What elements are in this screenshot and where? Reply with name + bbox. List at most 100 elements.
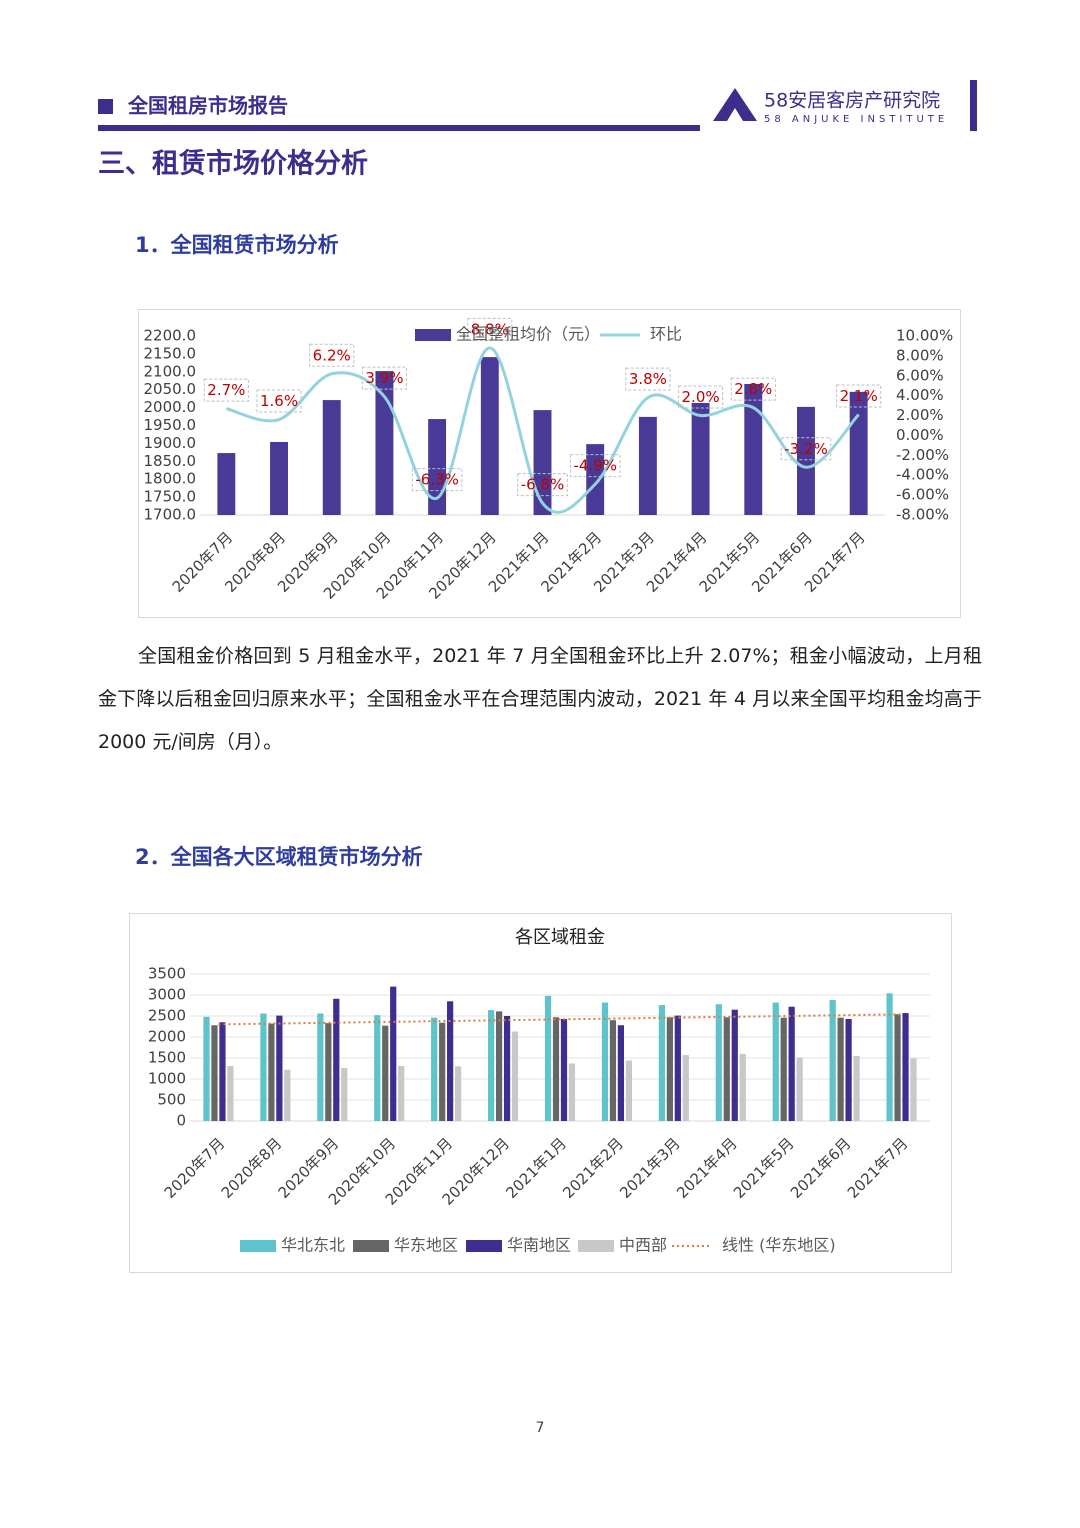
section-title: 三、租赁市场价格分析 xyxy=(98,148,368,180)
legend-swatch xyxy=(578,1240,614,1252)
bar xyxy=(845,1018,852,1121)
subsection-title: 1．全国租赁市场分析 xyxy=(135,233,339,257)
line xyxy=(225,346,860,514)
y-tick-label: 1700.0 xyxy=(144,506,197,524)
bar xyxy=(454,1066,462,1121)
y-tick-label: 3500 xyxy=(148,965,186,983)
y-tick-label: 0 xyxy=(176,1112,186,1130)
chart-title: 各区域租金 xyxy=(515,927,605,948)
y-tick-label: 500 xyxy=(157,1091,186,1109)
x-tick-label: 2021年6月 xyxy=(787,1134,855,1202)
data-label: 2.8% xyxy=(734,380,772,398)
data-label-box xyxy=(730,377,776,401)
bar xyxy=(772,1002,779,1121)
bar xyxy=(586,444,605,515)
y-tick-label: 1950.0 xyxy=(144,416,197,434)
bar xyxy=(480,357,499,515)
y2-tick-label: 0.00% xyxy=(896,426,944,444)
y2-tick-label: -6.00% xyxy=(896,486,949,504)
bar xyxy=(260,1013,267,1121)
bar xyxy=(715,1004,722,1121)
data-label: 2.1% xyxy=(840,387,878,405)
y2-tick-label: 6.00% xyxy=(896,366,944,384)
bar xyxy=(219,1022,226,1121)
legend-swatch xyxy=(466,1240,502,1252)
data-label-box xyxy=(309,343,355,367)
data-label: -3.2% xyxy=(784,440,828,458)
data-label: 3.9% xyxy=(365,369,403,387)
bar xyxy=(503,1016,511,1121)
legend-swatch xyxy=(353,1240,389,1252)
y-tick-label: 2000 xyxy=(148,1028,186,1046)
y2-tick-label: 8.00% xyxy=(896,346,944,364)
bar xyxy=(341,1068,348,1121)
bar xyxy=(375,371,394,515)
y-tick-label: 1000 xyxy=(148,1070,186,1088)
y2-tick-label: 4.00% xyxy=(896,386,944,404)
bar xyxy=(270,441,288,515)
y-tick-label: 3000 xyxy=(148,986,186,1004)
y-tick-label: 2050.0 xyxy=(144,380,197,398)
bar xyxy=(374,1015,381,1121)
bar xyxy=(284,1069,291,1121)
data-label-box xyxy=(467,317,513,341)
bar xyxy=(886,993,893,1121)
x-tick-label: 2020年7月 xyxy=(161,1134,229,1202)
data-label-box xyxy=(780,437,832,461)
bar xyxy=(691,402,710,515)
data-label: 1.6% xyxy=(260,392,298,410)
page-number: 7 xyxy=(536,1420,545,1436)
y-tick-label: 2500 xyxy=(148,1007,186,1025)
y-tick-label: 1900.0 xyxy=(144,434,197,452)
chart-frame xyxy=(129,913,952,1273)
y-tick-label: 2200.0 xyxy=(144,327,197,345)
y2-tick-label: -4.00% xyxy=(896,466,949,484)
bar xyxy=(325,1023,332,1121)
bar xyxy=(674,1015,681,1121)
data-label-box xyxy=(836,384,882,408)
bar xyxy=(211,1025,218,1121)
x-tick-label: 2021年2月 xyxy=(559,1134,627,1202)
bar xyxy=(447,1001,454,1121)
bar xyxy=(533,410,552,515)
legend-label: 华东地区 xyxy=(394,1236,458,1255)
y2-tick-label: 10.00% xyxy=(896,327,953,345)
x-tick-label: 2021年5月 xyxy=(730,1134,798,1202)
bar xyxy=(560,1018,568,1121)
data-label-box xyxy=(517,473,568,497)
bar xyxy=(723,1017,730,1121)
bar xyxy=(428,419,447,515)
legend-swatch xyxy=(415,329,451,341)
legend-label: 线性 (华东地区) xyxy=(722,1236,836,1255)
y-tick-label: 2100.0 xyxy=(144,362,197,380)
legend-label: 中西部 xyxy=(619,1236,667,1255)
bar xyxy=(797,406,815,515)
y-tick-label: 1850.0 xyxy=(144,452,197,470)
bar xyxy=(333,998,340,1121)
data-label: 2.7% xyxy=(207,381,245,399)
data-label: 8.8% xyxy=(471,320,509,338)
y-tick-label: 2000.0 xyxy=(144,398,197,416)
bar xyxy=(894,1014,901,1121)
bar xyxy=(853,1055,860,1121)
data-label: -6.3% xyxy=(415,471,459,489)
bar xyxy=(544,995,552,1121)
bar xyxy=(495,1011,503,1121)
bar xyxy=(601,1002,609,1121)
bar xyxy=(322,400,341,515)
header-square xyxy=(98,99,113,114)
bar xyxy=(638,416,657,515)
bar xyxy=(317,1013,324,1121)
legend-label: 华南地区 xyxy=(507,1236,571,1255)
bar xyxy=(276,1015,283,1121)
bar xyxy=(511,1031,519,1121)
bar xyxy=(666,1017,673,1121)
bar xyxy=(382,1025,389,1121)
bar xyxy=(829,1000,836,1121)
chart-frame xyxy=(138,309,961,618)
bar xyxy=(398,1065,405,1121)
data-label-box xyxy=(678,385,724,409)
bar xyxy=(744,383,763,515)
bar xyxy=(227,1065,234,1121)
